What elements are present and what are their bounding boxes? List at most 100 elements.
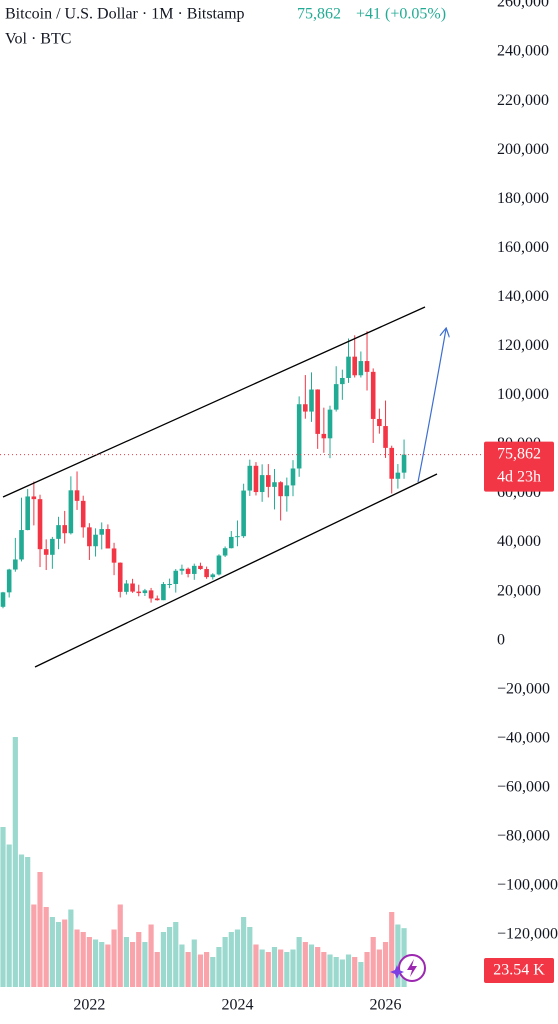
candle-body: [43, 549, 49, 555]
candle-body: [179, 568, 185, 571]
candle-body: [247, 465, 253, 491]
volume-bar: [43, 907, 49, 987]
candle-body: [352, 356, 357, 376]
countdown: 4d 23h: [497, 468, 541, 485]
volume-bar: [49, 917, 55, 987]
volume-bar: [228, 932, 234, 987]
y-tick-label: 0: [497, 631, 505, 648]
change: +41 (+0.05%): [356, 6, 446, 23]
candle-body: [321, 433, 327, 439]
candle-body: [216, 555, 222, 575]
volume-bar: [234, 929, 241, 987]
y-tick-label: 40,000: [497, 533, 541, 550]
volume-bar: [327, 954, 333, 987]
candle-body: [62, 525, 67, 534]
candle-body: [327, 409, 333, 439]
volume-bar: [222, 937, 228, 987]
candle-body: [161, 583, 166, 601]
candle-body: [13, 559, 18, 570]
candle-body: [185, 568, 191, 574]
candle-body: [346, 356, 351, 378]
candle-body: [142, 590, 148, 594]
volume-bar: [339, 959, 345, 987]
volume-bar: [284, 952, 290, 987]
volume-bar: [204, 952, 210, 987]
volume-bar: [173, 922, 179, 987]
candle-body: [191, 565, 197, 574]
y-tick-label: 200,000: [497, 141, 549, 158]
y-tick-label: 220,000: [497, 92, 549, 109]
candle-body: [37, 499, 43, 550]
y-tick-label: 140,000: [497, 288, 549, 305]
candle-body: [204, 569, 209, 578]
volume-bar: [18, 854, 25, 987]
candle-body: [130, 583, 135, 592]
volume-bar: [315, 947, 321, 987]
volume-bar: [352, 957, 358, 987]
volume-bar: [191, 939, 197, 987]
volume-bar: [142, 942, 148, 987]
volume-bar: [370, 937, 376, 987]
y-tick-label: 160,000: [497, 239, 549, 256]
candle-body: [173, 570, 179, 584]
candle-body: [31, 496, 37, 500]
volume-bar: [376, 949, 382, 987]
last-price-label: 75,862: [497, 445, 541, 462]
volume-bar: [216, 947, 222, 987]
candle-body: [395, 472, 401, 479]
volume-bar: [68, 909, 74, 987]
projection-arrow: [417, 329, 446, 483]
volume-bar: [0, 827, 6, 987]
volume-bar: [166, 927, 173, 987]
candle-body: [154, 598, 160, 601]
volume-bar: [382, 942, 389, 987]
y-tick-label: −20,000: [497, 680, 550, 697]
candle-body: [167, 583, 172, 585]
volume-bar: [31, 904, 37, 987]
chart-title: Bitcoin / U.S. Dollar · 1M · Bitstamp: [5, 6, 245, 23]
volume-bar: [259, 949, 265, 987]
candle-body: [370, 371, 376, 419]
y-tick-label: −120,000: [497, 926, 558, 943]
candle-body: [315, 389, 320, 434]
candle-body: [136, 591, 142, 594]
volume-bar: [197, 954, 204, 987]
volume-bar: [185, 952, 191, 987]
y-tick-label: −40,000: [497, 729, 550, 746]
assistant-icon[interactable]: [390, 954, 426, 982]
volume-bar: [321, 952, 327, 987]
volume-bar: [148, 924, 154, 987]
candle-body: [25, 496, 30, 531]
volume-bar: [179, 944, 185, 987]
candle-body: [56, 525, 61, 539]
volume-bar: [210, 957, 216, 987]
volume-bar: [6, 844, 12, 987]
volume-bar: [80, 932, 86, 987]
candle-body: [68, 490, 74, 534]
volume-bar: [111, 929, 117, 987]
y-tick-label: 240,000: [497, 43, 549, 60]
volume-bar: [37, 872, 43, 987]
volume-label: 23.54 K: [493, 962, 545, 979]
volume-bar: [86, 937, 92, 987]
volume-bar: [62, 919, 68, 987]
candle-body: [296, 404, 302, 469]
candle-body: [309, 389, 314, 412]
candle-body: [389, 447, 395, 479]
candle-body: [124, 583, 129, 592]
volume-bar: [247, 927, 253, 987]
candle-body: [111, 548, 117, 563]
candle-body: [266, 475, 271, 487]
y-tick-label: −60,000: [497, 778, 550, 795]
volume-bar: [136, 932, 142, 987]
volume-bar: [74, 929, 80, 987]
candle-body: [364, 361, 370, 372]
candle-body: [50, 538, 55, 555]
volume-label-box: [484, 958, 554, 983]
candle-body: [19, 530, 24, 560]
volume-bar: [241, 917, 247, 987]
candle-body: [235, 536, 240, 538]
candle-body: [333, 384, 339, 410]
